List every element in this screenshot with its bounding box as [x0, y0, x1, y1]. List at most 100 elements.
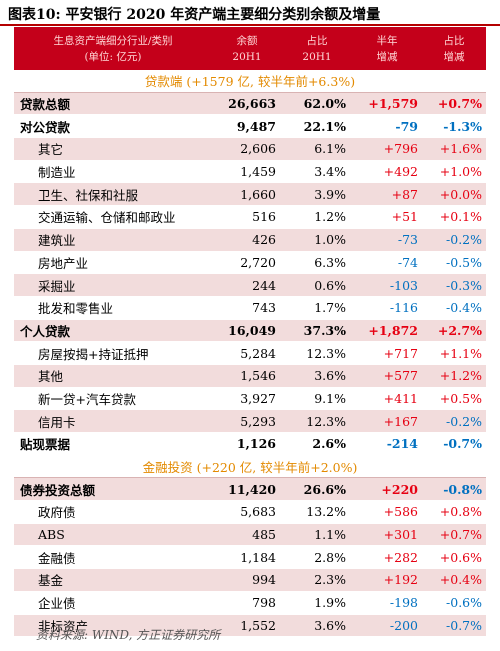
row-share-change: +2.7% — [437, 322, 482, 338]
row-category: 企业债 — [38, 596, 76, 612]
row-share: 9.1% — [314, 390, 346, 406]
table-row: 个人贷款 16,049 37.3% +1,872 +2.7% — [14, 319, 486, 343]
row-share: 0.6% — [314, 277, 346, 293]
table-row: 其它 2,606 6.1% +796 +1.6% — [14, 138, 486, 161]
row-change: +167 — [383, 413, 418, 429]
row-balance: 5,284 — [240, 345, 276, 361]
row-change: -74 — [397, 254, 418, 270]
table-row: 卫生、社保和社服 1,660 3.9% +87 +0.0% — [14, 183, 486, 207]
row-share-change: +0.0% — [439, 186, 482, 202]
row-share-change: -0.8% — [443, 481, 482, 497]
section-invest: 金融投资 (+220 亿, 较半年前+2.0%) — [14, 455, 486, 479]
row-category: 房屋按揭+持证抵押 — [38, 346, 149, 362]
header-category: 生息资产端细分行业/类别 (单位: 亿元) — [53, 34, 173, 63]
row-change: +87 — [391, 186, 418, 202]
row-share-change: -0.7% — [446, 617, 482, 633]
row-change: +301 — [383, 527, 418, 543]
row-balance: 244 — [252, 277, 276, 293]
table-row: 信用卡 5,293 12.3% +167 -0.2% — [14, 410, 486, 433]
row-balance: 2,606 — [240, 141, 276, 157]
header-share-change: 占比 增减 — [443, 34, 465, 63]
table-row: 贷款总额 26,663 62.0% +1,579 +0.7% — [14, 92, 486, 116]
row-category: ABS — [38, 527, 65, 543]
row-balance: 9,487 — [236, 118, 276, 134]
row-share-change: -0.5% — [446, 254, 482, 270]
row-balance: 11,420 — [228, 481, 276, 497]
header-share: 占比 20H1 — [302, 34, 332, 63]
row-share: 2.8% — [314, 549, 346, 565]
table-row: 采掘业 244 0.6% -103 -0.3% — [14, 274, 486, 297]
row-change: -79 — [395, 118, 418, 134]
table-row: 交通运输、仓储和邮政业 516 1.2% +51 +0.1% — [14, 206, 486, 229]
row-balance: 3,927 — [240, 390, 276, 406]
row-share-change: +0.8% — [439, 504, 482, 520]
row-change: -198 — [389, 595, 418, 611]
row-share: 1.0% — [314, 232, 346, 248]
row-share-change: -0.2% — [446, 232, 482, 248]
table-row: 非标资产 1,552 3.6% -200 -0.7% — [14, 614, 486, 638]
row-category: 采掘业 — [38, 278, 76, 294]
row-share: 13.2% — [306, 504, 346, 520]
row-share: 37.3% — [303, 322, 346, 338]
data-table: 生息资产端细分行业/类别 (单位: 亿元) 余额 20H1 占比 20H1 半年… — [14, 27, 486, 638]
row-balance: 1,184 — [240, 549, 276, 565]
row-category: 建筑业 — [38, 233, 76, 249]
row-balance: 5,683 — [240, 504, 276, 520]
table-row: 金融债 1,184 2.8% +282 +0.6% — [14, 546, 486, 570]
row-change: +717 — [383, 345, 418, 361]
row-change: +796 — [383, 141, 418, 157]
row-category: 制造业 — [38, 165, 76, 181]
invest-body: 债券投资总额 11,420 26.6% +220 -0.8% 政府债 5,683 13.2% +… — [14, 478, 486, 638]
row-share-change: -0.6% — [446, 595, 482, 611]
row-balance: 16,049 — [228, 322, 276, 338]
row-share: 12.3% — [306, 413, 346, 429]
row-share: 1.2% — [314, 209, 346, 225]
table-row: 其他 1,546 3.6% +577 +1.2% — [14, 364, 486, 388]
row-category: 债券投资总额 — [20, 482, 96, 498]
row-share: 1.9% — [314, 595, 346, 611]
table-row: ABS 485 1.1% +301 +0.7% — [14, 523, 486, 547]
row-share: 62.0% — [303, 96, 346, 112]
row-balance: 485 — [252, 527, 276, 543]
table-row: 政府债 5,683 13.2% +586 +0.8% — [14, 501, 486, 524]
table-row: 房屋按揭+持证抵押 5,284 12.3% +717 +1.1% — [14, 342, 486, 365]
row-share: 3.4% — [314, 164, 346, 180]
row-category: 房地产业 — [38, 255, 89, 271]
row-change: -103 — [389, 277, 418, 293]
table-header: 生息资产端细分行业/类别 (单位: 亿元) 余额 20H1 占比 20H1 半年… — [14, 27, 486, 70]
row-change: +1,872 — [368, 322, 418, 338]
row-change: +586 — [383, 504, 418, 520]
row-category: 贴现票据 — [20, 437, 71, 453]
row-share: 2.6% — [312, 436, 346, 452]
row-share-change: +0.6% — [439, 549, 482, 565]
row-share: 1.7% — [314, 300, 346, 316]
source-note: 资料来源: WIND, 方正证券研究所 — [36, 628, 221, 642]
table-row: 制造业 1,459 3.4% +492 +1.0% — [14, 160, 486, 184]
row-share-change: -0.3% — [446, 277, 482, 293]
row-share-change: +1.1% — [439, 345, 482, 361]
row-share: 6.1% — [314, 141, 346, 157]
row-category: 交通运输、仓储和邮政业 — [38, 210, 176, 226]
row-balance: 1,459 — [240, 164, 276, 180]
row-category: 金融债 — [38, 550, 76, 566]
row-category: 批发和零售业 — [38, 301, 114, 317]
row-share-change: -0.2% — [446, 413, 482, 429]
row-balance: 743 — [252, 300, 276, 316]
row-category: 基金 — [38, 573, 64, 589]
row-share-change: -0.7% — [443, 436, 482, 452]
row-balance: 994 — [252, 572, 276, 588]
row-share: 3.9% — [314, 186, 346, 202]
figure-title: 图表10: 平安银行 2020 年资产端主要细分类别余额及增量 — [8, 7, 381, 23]
row-balance: 798 — [252, 595, 276, 611]
table-row: 基金 994 2.3% +192 +0.4% — [14, 569, 486, 592]
loans-body: 贷款总额 26,663 62.0% +1,579 +0.7% 对公贷款 9,487 22.1%… — [14, 92, 486, 456]
row-category: 其他 — [38, 369, 64, 385]
row-share: 2.3% — [314, 572, 346, 588]
row-share: 6.3% — [314, 254, 346, 270]
row-share: 26.6% — [303, 481, 346, 497]
header-change: 半年 增减 — [376, 34, 398, 63]
row-change: +1,579 — [368, 96, 418, 112]
row-change: -200 — [389, 617, 418, 633]
row-change: -73 — [397, 232, 418, 248]
row-share-change: +0.5% — [439, 390, 482, 406]
